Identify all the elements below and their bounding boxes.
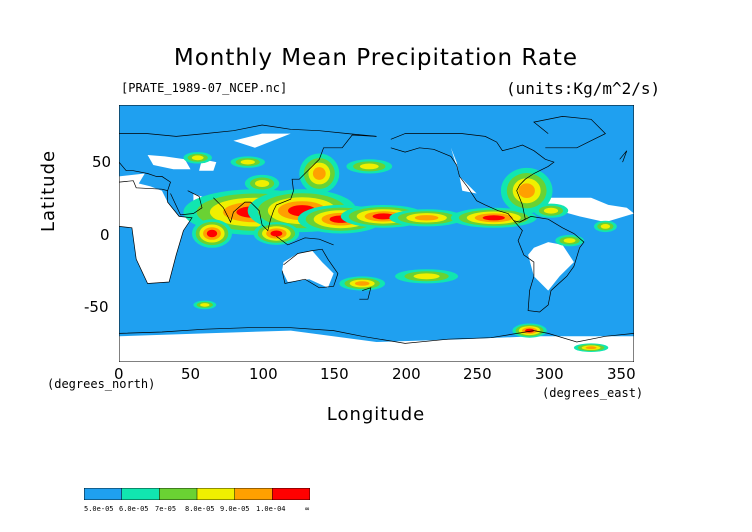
colorbar xyxy=(84,488,310,500)
precipitation-contours xyxy=(183,152,617,352)
colorbar-segment xyxy=(272,488,310,500)
x-tick-300: 300 xyxy=(535,365,564,383)
colorbar-segment xyxy=(197,488,235,500)
y-tick-minus50: -50 xyxy=(84,298,109,316)
units-label: (units:Kg/m^2/s) xyxy=(506,79,661,98)
colorbar-segment xyxy=(159,488,198,500)
x-tick-200: 200 xyxy=(392,365,421,383)
colorbar-label: 7e-05 xyxy=(155,505,177,513)
x-tick-100: 100 xyxy=(249,365,278,383)
colorbar-label: 6.0e-05 xyxy=(119,505,149,513)
x-axis-label: Longitude xyxy=(326,404,426,425)
colorbar-segment xyxy=(84,488,122,500)
y-tick-0: 0 xyxy=(100,226,110,244)
x-tick-0: 0 xyxy=(114,365,124,383)
precipitation-map xyxy=(119,105,634,362)
x-tick-150: 150 xyxy=(320,365,349,383)
colorbar-segment xyxy=(121,488,160,500)
y-tick-50: 50 xyxy=(92,153,112,171)
colorbar-label: 9.0e-05 xyxy=(220,505,250,513)
coastlines xyxy=(119,116,634,344)
x-axis-units: (degrees_east) xyxy=(542,386,644,400)
colorbar-label: ∞ xyxy=(305,505,310,513)
y-axis-label: Latitude xyxy=(38,149,59,232)
colorbar-label: 1.0e-04 xyxy=(256,505,286,513)
chart-title: Monthly Mean Precipitation Rate xyxy=(173,45,579,71)
missing-data-land xyxy=(119,133,634,362)
x-tick-50: 50 xyxy=(181,365,201,383)
x-tick-350: 350 xyxy=(607,365,636,383)
x-tick-250: 250 xyxy=(463,365,492,383)
colorbar-label: 5.0e-05 xyxy=(84,505,114,513)
y-axis-units: (degrees_north) xyxy=(47,377,156,391)
colorbar-label: 8.0e-05 xyxy=(185,505,215,513)
file-name: [PRATE_1989-07_NCEP.nc] xyxy=(121,81,288,95)
colorbar-segment xyxy=(234,488,273,500)
